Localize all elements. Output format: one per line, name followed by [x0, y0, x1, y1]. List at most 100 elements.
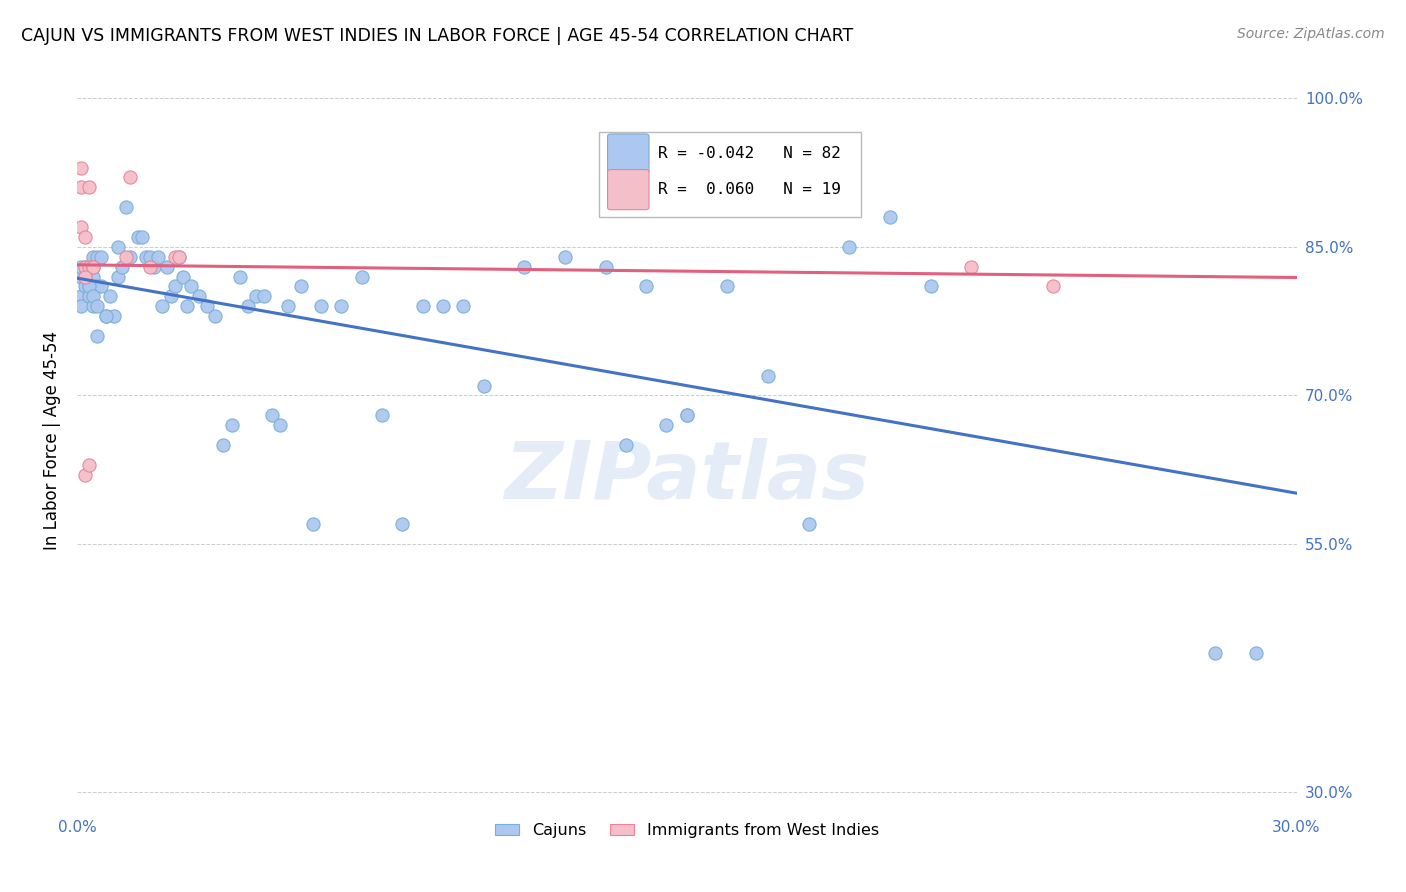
Point [75, 279, 97, 293]
Point [262, 409, 284, 423]
Point [167, 250, 190, 264]
Point [98, 289, 121, 303]
Text: ZIPatlas: ZIPatlas [505, 438, 869, 516]
Point [180, 279, 202, 293]
Text: R =  0.060   N = 19: R = 0.060 N = 19 [658, 182, 841, 197]
Point [595, 260, 617, 274]
Point [79, 458, 101, 472]
Point [412, 299, 434, 313]
Point [115, 250, 138, 264]
Point [195, 299, 218, 313]
Text: Source: ZipAtlas.com: Source: ZipAtlas.com [1237, 27, 1385, 41]
Point [118, 170, 141, 185]
Text: CAJUN VS IMMIGRANTS FROM WEST INDIES IN LABOR FORCE | AGE 45-54 CORRELATION CHAR: CAJUN VS IMMIGRANTS FROM WEST INDIES IN … [21, 27, 853, 45]
Point [167, 250, 190, 264]
Point [70, 269, 93, 284]
Point [82, 269, 104, 284]
Point [330, 299, 353, 313]
Point [391, 517, 413, 532]
Point [86, 279, 108, 293]
Point [797, 517, 820, 532]
Point [277, 299, 299, 313]
Point [228, 269, 250, 284]
Point [163, 250, 186, 264]
Point [159, 289, 181, 303]
Point [152, 299, 174, 313]
Point [513, 260, 536, 274]
Point [82, 299, 104, 313]
Point [75, 269, 97, 284]
Point [115, 200, 138, 214]
Point [636, 279, 658, 293]
Point [118, 250, 141, 264]
Point [756, 368, 779, 383]
Point [139, 260, 162, 274]
Point [135, 250, 157, 264]
Point [1042, 279, 1064, 293]
Point [79, 289, 101, 303]
Point [75, 269, 97, 284]
Point [131, 230, 153, 244]
Point [82, 260, 104, 274]
Point [75, 269, 97, 284]
Point [86, 329, 108, 343]
Y-axis label: In Labor Force | Age 45-54: In Labor Force | Age 45-54 [44, 331, 60, 549]
Point [432, 299, 454, 313]
Point [1204, 646, 1226, 660]
Point [155, 260, 177, 274]
Point [79, 180, 101, 194]
Point [75, 260, 97, 274]
Point [79, 279, 101, 293]
Point [86, 250, 108, 264]
FancyBboxPatch shape [607, 134, 650, 174]
Point [309, 299, 332, 313]
FancyBboxPatch shape [599, 132, 862, 217]
Point [302, 517, 325, 532]
Point [920, 279, 942, 293]
Point [655, 418, 678, 433]
Point [188, 289, 211, 303]
Point [79, 279, 101, 293]
Point [70, 260, 93, 274]
Point [472, 378, 495, 392]
Point [148, 250, 170, 264]
Point [290, 279, 312, 293]
Point [163, 279, 186, 293]
Point [94, 309, 117, 323]
Legend: Cajuns, Immigrants from West Indies: Cajuns, Immigrants from West Indies [488, 817, 886, 845]
Point [176, 299, 198, 313]
Point [675, 409, 697, 423]
Point [75, 230, 97, 244]
Text: R = -0.042   N = 82: R = -0.042 N = 82 [658, 146, 841, 161]
Point [82, 289, 104, 303]
Point [245, 289, 267, 303]
Point [1244, 646, 1267, 660]
Point [371, 409, 394, 423]
Point [221, 418, 243, 433]
Point [269, 418, 291, 433]
Point [70, 220, 93, 235]
Point [75, 260, 97, 274]
Point [70, 161, 93, 175]
Point [253, 289, 276, 303]
Point [554, 250, 576, 264]
Point [70, 299, 93, 313]
Point [879, 210, 901, 224]
Point [172, 269, 194, 284]
Point [675, 409, 697, 423]
Point [451, 299, 474, 313]
Point [82, 260, 104, 274]
Point [716, 279, 738, 293]
Point [139, 250, 162, 264]
Point [107, 240, 129, 254]
Point [90, 250, 112, 264]
Point [79, 260, 101, 274]
Point [79, 260, 101, 274]
Point [838, 240, 860, 254]
Point [70, 180, 93, 194]
Point [82, 250, 104, 264]
Point [90, 279, 112, 293]
Point [960, 260, 983, 274]
Point [94, 309, 117, 323]
Point [143, 260, 166, 274]
